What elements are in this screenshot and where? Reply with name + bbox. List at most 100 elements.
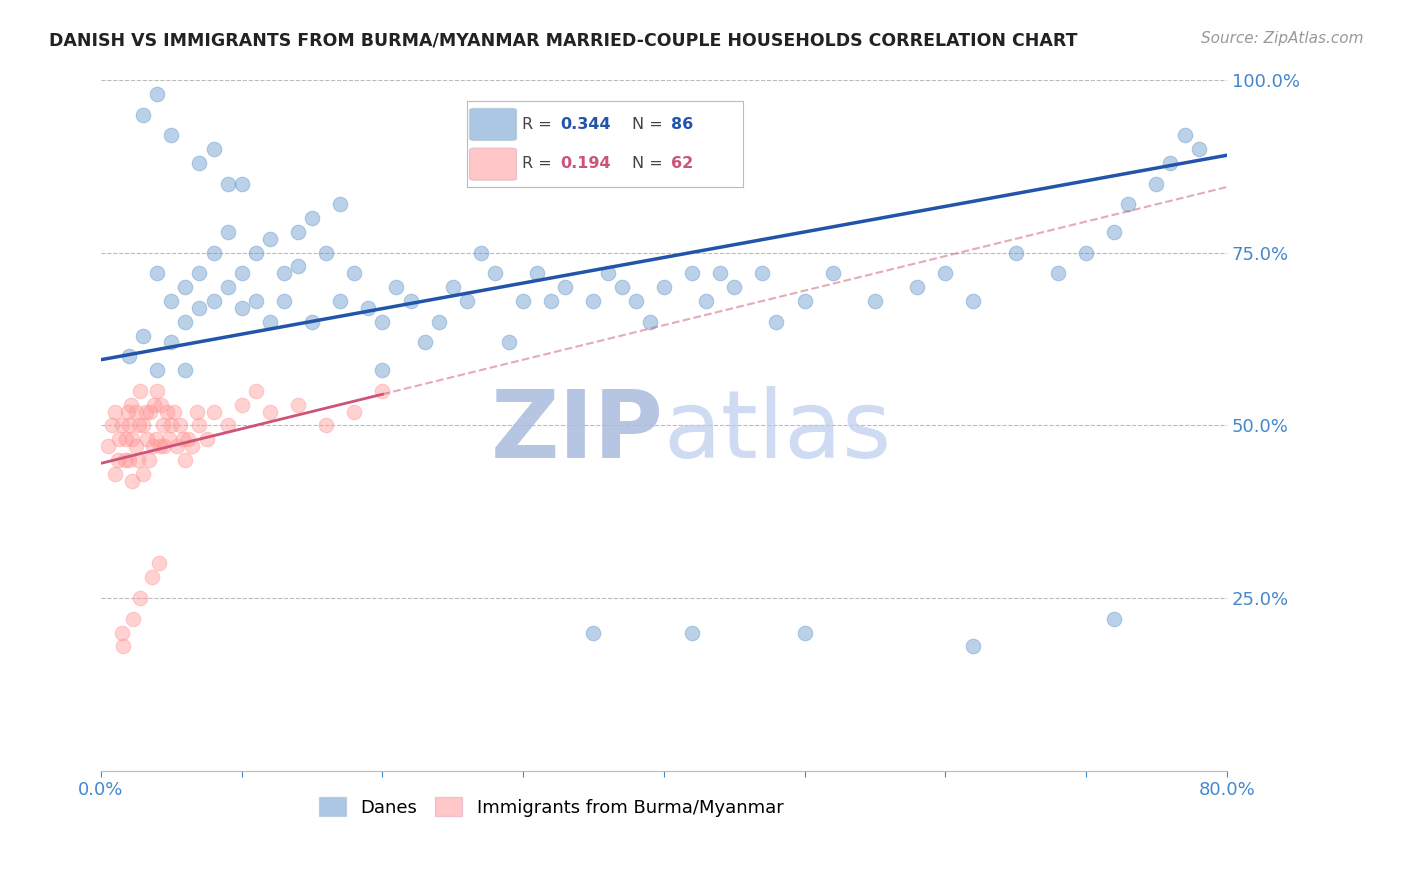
Point — [132, 107, 155, 121]
Point — [152, 418, 174, 433]
Point — [148, 557, 170, 571]
Point — [1102, 225, 1125, 239]
Point — [125, 404, 148, 418]
Point — [231, 266, 253, 280]
Point — [399, 293, 422, 308]
Point — [172, 432, 194, 446]
Point — [315, 418, 337, 433]
Point — [117, 404, 139, 418]
Point — [160, 335, 183, 350]
Point — [962, 640, 984, 654]
Point — [127, 453, 149, 467]
Point — [120, 398, 142, 412]
Point — [413, 335, 436, 350]
Point — [104, 467, 127, 481]
Point — [1159, 156, 1181, 170]
Point — [138, 453, 160, 467]
Point — [114, 453, 136, 467]
Point — [259, 404, 281, 418]
Point — [793, 625, 815, 640]
Point — [371, 363, 394, 377]
Point — [202, 293, 225, 308]
Point — [195, 432, 218, 446]
Point — [905, 280, 928, 294]
Point — [456, 293, 478, 308]
Point — [101, 418, 124, 433]
Point — [132, 328, 155, 343]
Point — [143, 398, 166, 412]
Point — [301, 211, 323, 226]
Point — [181, 439, 204, 453]
Point — [108, 432, 131, 446]
Point — [129, 384, 152, 398]
Point — [146, 363, 169, 377]
Point — [118, 453, 141, 467]
Point — [146, 384, 169, 398]
Point — [146, 87, 169, 101]
Point — [287, 225, 309, 239]
Point — [287, 260, 309, 274]
Point — [177, 432, 200, 446]
Point — [188, 266, 211, 280]
Point — [132, 467, 155, 481]
Point — [343, 266, 366, 280]
Point — [166, 439, 188, 453]
Point — [357, 301, 380, 315]
Point — [1173, 128, 1195, 143]
Point — [751, 266, 773, 280]
Point — [188, 418, 211, 433]
Point — [245, 245, 267, 260]
Point — [582, 293, 605, 308]
Point — [765, 315, 787, 329]
Point — [245, 384, 267, 398]
Point — [695, 293, 717, 308]
Point — [145, 432, 167, 446]
Point — [723, 280, 745, 294]
Point — [132, 418, 155, 433]
Point — [470, 245, 492, 260]
Point — [1074, 245, 1097, 260]
Point — [188, 301, 211, 315]
Point — [202, 142, 225, 156]
Point — [139, 404, 162, 418]
Point — [217, 225, 239, 239]
Point — [160, 128, 183, 143]
Point — [231, 177, 253, 191]
Point — [136, 432, 159, 446]
Point — [174, 453, 197, 467]
Point — [709, 266, 731, 280]
Point — [540, 293, 562, 308]
Point — [498, 335, 520, 350]
Point — [118, 418, 141, 433]
Point — [231, 301, 253, 315]
Point — [554, 280, 576, 294]
Point — [121, 432, 143, 446]
Point — [169, 418, 191, 433]
Point — [315, 245, 337, 260]
Point — [526, 266, 548, 280]
Point — [1187, 142, 1209, 156]
Point — [273, 266, 295, 280]
Point — [217, 177, 239, 191]
Point — [582, 625, 605, 640]
Point — [129, 591, 152, 605]
Point — [329, 293, 352, 308]
Point — [111, 625, 134, 640]
Point — [115, 432, 138, 446]
Point — [217, 280, 239, 294]
Point — [301, 315, 323, 329]
Point — [793, 293, 815, 308]
Point — [135, 404, 157, 418]
Point — [97, 439, 120, 453]
Point — [163, 404, 186, 418]
Text: DANISH VS IMMIGRANTS FROM BURMA/MYANMAR MARRIED-COUPLE HOUSEHOLDS CORRELATION CH: DANISH VS IMMIGRANTS FROM BURMA/MYANMAR … — [49, 31, 1078, 49]
Point — [681, 625, 703, 640]
Point — [188, 156, 211, 170]
Point — [441, 280, 464, 294]
Point — [863, 293, 886, 308]
Point — [287, 398, 309, 412]
Point — [427, 315, 450, 329]
Point — [385, 280, 408, 294]
Point — [128, 418, 150, 433]
Point — [1102, 612, 1125, 626]
